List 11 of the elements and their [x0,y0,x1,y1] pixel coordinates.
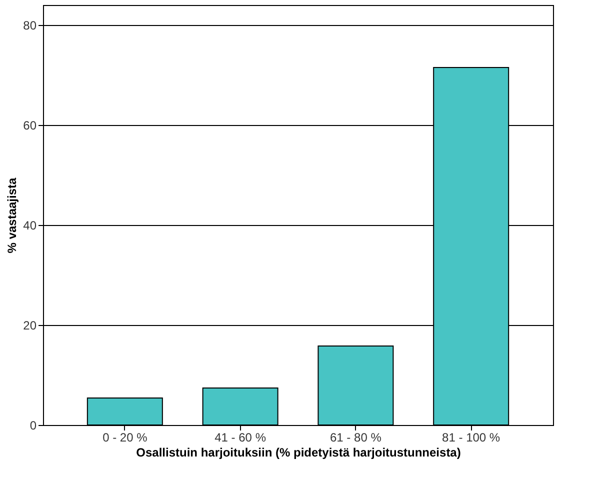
x-tick-label: 0 - 20 % [102,430,148,444]
x-tick-label: 81 - 100 % [442,430,500,444]
x-tick-label: 61 - 80 % [330,430,382,444]
y-axis-title: % vastaajista [5,177,20,254]
x-axis-title: Osallistuin harjoituksiin (% pidetyistä harjoitustunneista) [136,446,461,460]
x-tick-label: 41 - 60 % [214,430,266,444]
y-tick-label: 60 [23,118,37,132]
y-tick-label: 80 [23,18,37,32]
y-tick-label: 40 [23,218,37,232]
y-tick-label: 0 [30,418,37,432]
y-tick-label: 20 [23,318,37,332]
